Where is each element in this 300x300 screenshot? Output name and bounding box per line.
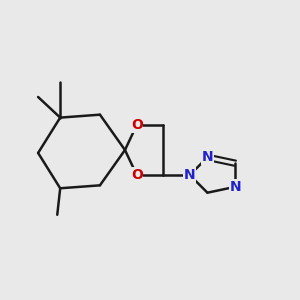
Text: O: O xyxy=(131,118,143,132)
Text: O: O xyxy=(131,168,143,182)
Text: N: N xyxy=(184,168,196,182)
Text: N: N xyxy=(230,180,241,194)
Text: N: N xyxy=(202,150,213,164)
